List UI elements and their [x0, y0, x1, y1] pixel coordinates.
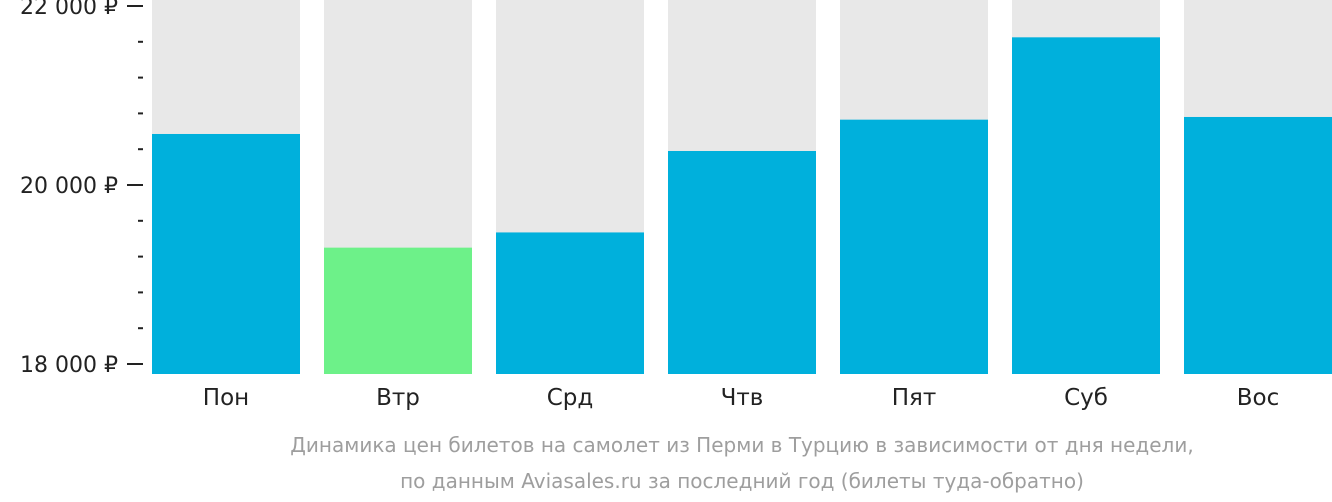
chart-caption-line-1: Динамика цен билетов на самолет из Перми…	[290, 433, 1194, 457]
bar-1	[324, 247, 472, 374]
bar-6	[1184, 116, 1332, 374]
x-tick-label-0: Пон	[203, 385, 249, 411]
y-tick-label-2: 22 000 ₽	[20, 0, 118, 20]
x-tick-label-3: Чтв	[721, 385, 764, 411]
x-tick-label-1: Втр	[376, 385, 420, 411]
bar-0	[152, 133, 300, 374]
bar-2	[496, 232, 644, 374]
bar-4	[840, 119, 988, 374]
bar-5	[1012, 37, 1160, 374]
bar-3	[668, 150, 816, 374]
x-tick-label-4: Пят	[892, 385, 937, 411]
chart-caption-line-2: по данным Aviasales.ru за последний год …	[400, 469, 1084, 493]
x-tick-label-5: Суб	[1064, 385, 1108, 411]
x-tick-label-6: Вос	[1237, 385, 1280, 411]
x-tick-label-2: Срд	[547, 385, 594, 411]
y-tick-label-0: 18 000 ₽	[20, 353, 118, 378]
y-tick-label-1: 20 000 ₽	[20, 174, 118, 199]
